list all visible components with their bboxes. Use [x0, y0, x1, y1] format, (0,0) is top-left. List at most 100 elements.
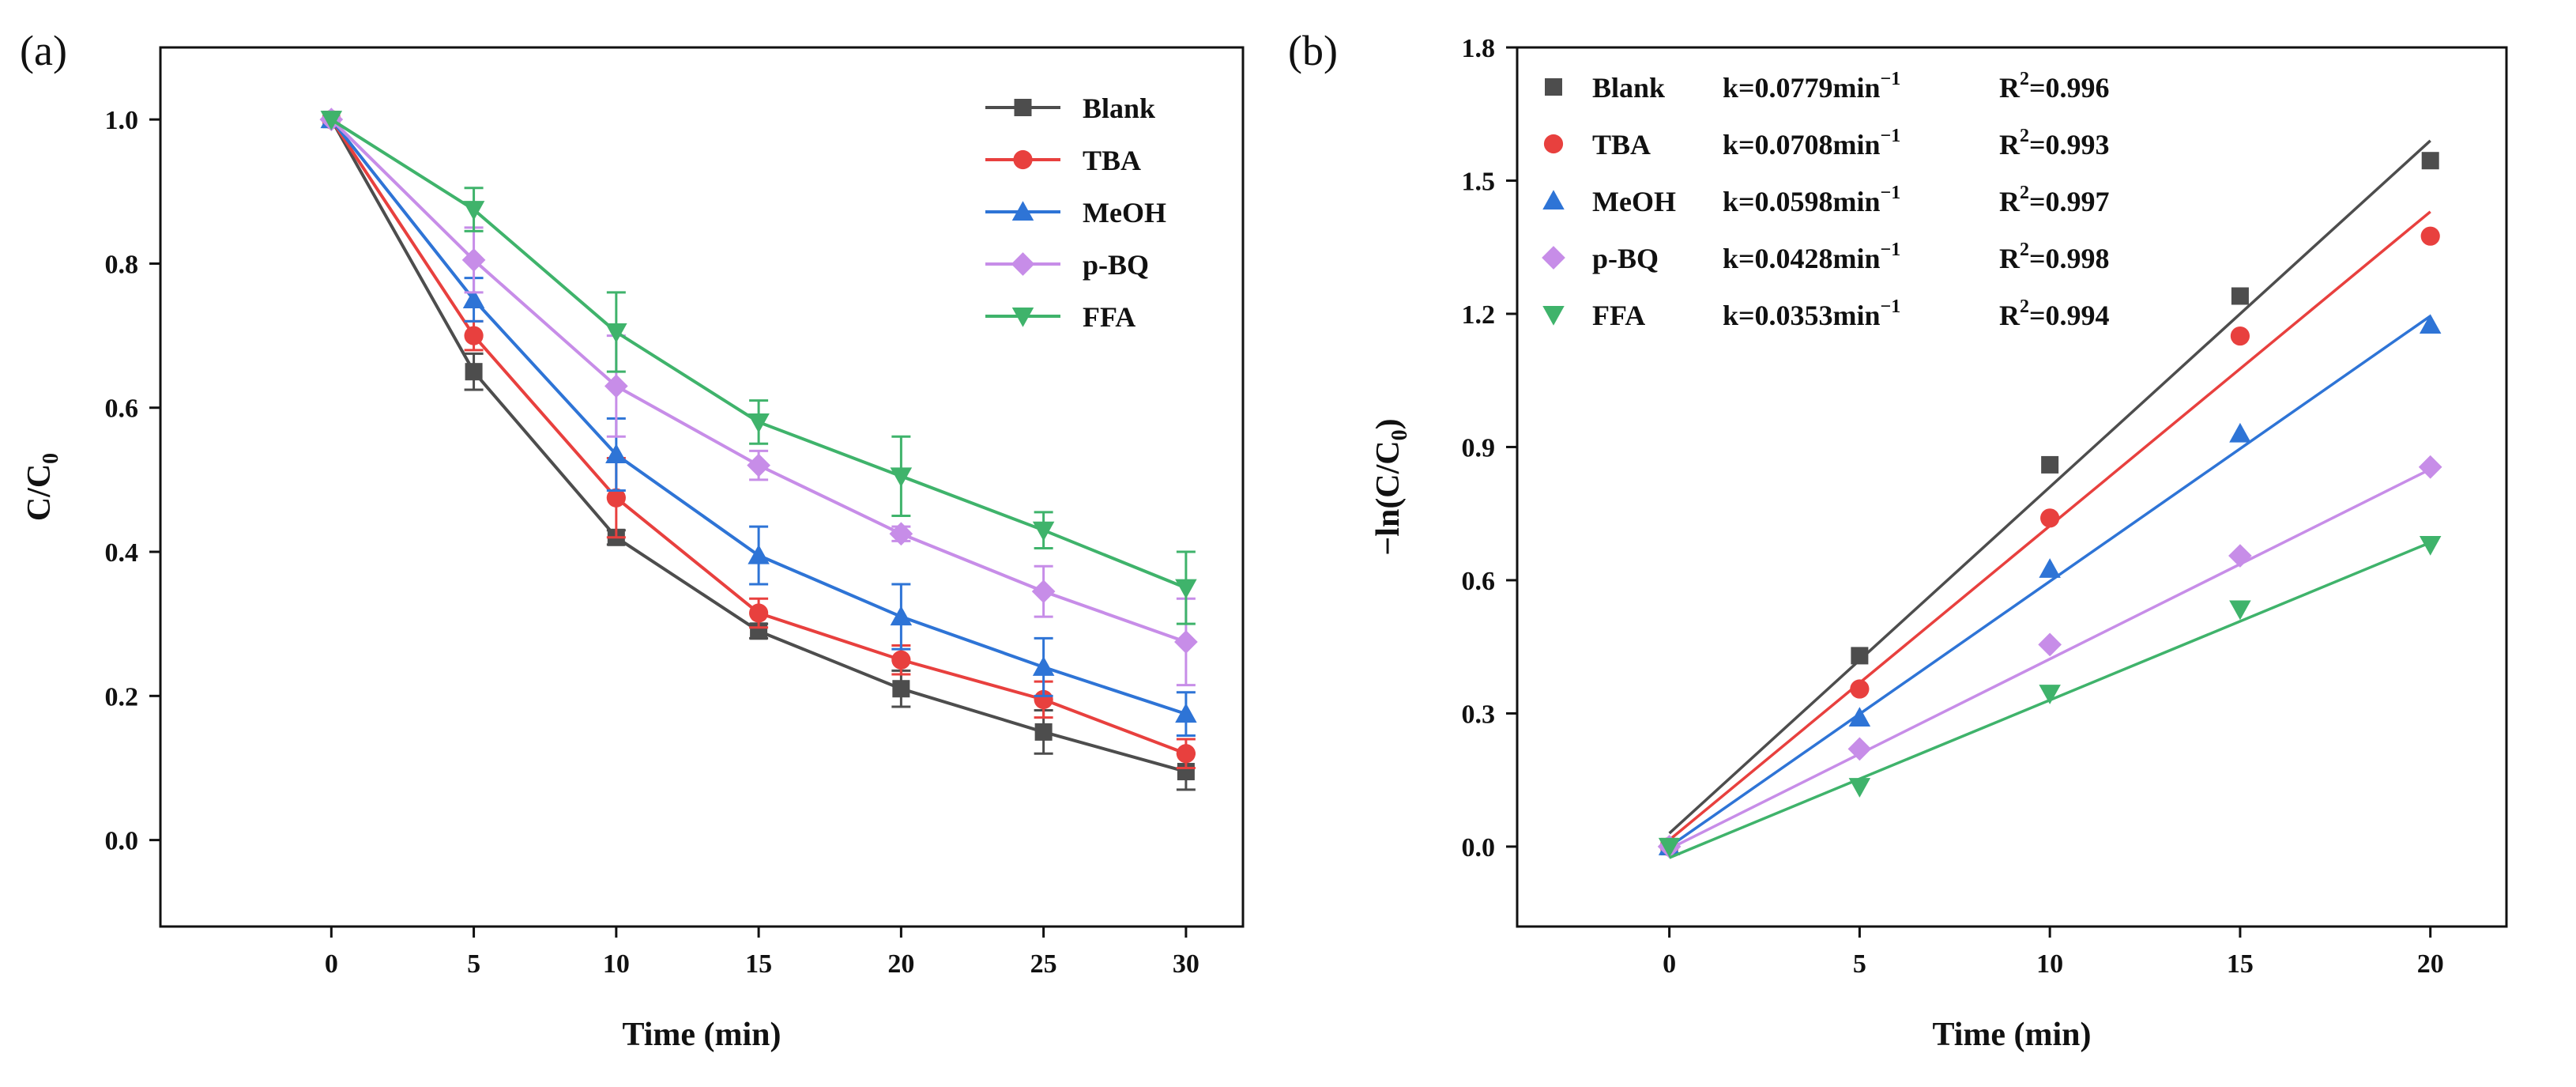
panel-b-series-ffa — [1658, 536, 2442, 859]
r-squared-exponent: 2 — [2020, 69, 2029, 89]
panel-b-x-tick-label: 0 — [1663, 949, 1676, 979]
panel-b-x-tick-label: 20 — [2417, 949, 2444, 979]
legend-r-squared: R2=0.997 — [1999, 183, 2110, 217]
data-point — [1175, 579, 1197, 599]
r-squared-exponent: 2 — [2020, 240, 2029, 260]
legend-item-p-bq: p-BQ k=0.0428min−1 R2=0.998 — [1542, 240, 2110, 274]
legend-marker — [1542, 306, 1565, 326]
data-point — [2041, 455, 2059, 474]
legend-marker — [1011, 201, 1034, 221]
panel-a-series-ffa — [320, 111, 1197, 625]
panel-b-y-axis-title-end: ) — [1370, 418, 1407, 429]
panel-b-y-tick-label: 1.5 — [1462, 167, 1496, 196]
r-squared-symbol: R — [1999, 129, 2021, 160]
data-point — [605, 443, 627, 463]
panel-a-x-axis-title: Time (min) — [622, 1017, 781, 1053]
legend-item-tba: TBA k=0.0708min−1 R2=0.993 — [1543, 126, 2110, 160]
legend-item-ffa: FFA — [985, 301, 1135, 333]
legend-item-p-bq: p-BQ — [985, 249, 1149, 281]
data-point — [465, 363, 483, 381]
panel-b-plot-frame — [1516, 46, 2508, 928]
fit-line — [1668, 315, 2431, 848]
panel-a-plot-frame — [159, 46, 1245, 928]
data-point — [1175, 703, 1197, 723]
data-point — [1174, 630, 1198, 654]
panel-b-x-tick-label: 10 — [2036, 949, 2063, 979]
legend-r-squared: R2=0.998 — [1999, 240, 2110, 274]
panel-a-y-tick-label: 0.2 — [105, 682, 139, 711]
legend-marker — [1543, 134, 1564, 154]
rate-constant-exponent: −1 — [1881, 296, 1901, 317]
legend-label: p-BQ — [1592, 243, 1659, 274]
rate-constant-text: k=0.0779min — [1723, 72, 1881, 104]
data-point — [1032, 521, 1055, 542]
panel-a-x-tick-label: 20 — [887, 949, 914, 979]
legend-item-blank: Blank — [985, 92, 1155, 124]
data-point — [2421, 152, 2439, 170]
data-point — [892, 680, 910, 698]
rate-constant-text: k=0.0353min — [1723, 300, 1881, 331]
data-point — [889, 522, 913, 546]
panel-b-y-axis-title-sub: 0 — [1388, 429, 1412, 440]
rate-constant-exponent: −1 — [1881, 69, 1901, 89]
panel-b-label: (b) — [1288, 27, 1338, 74]
legend-rate-constant: k=0.0598min−1 — [1723, 183, 1900, 217]
legend-label: Blank — [1592, 72, 1665, 104]
data-point — [2418, 455, 2442, 479]
data-point — [2039, 685, 2061, 704]
legend-marker — [1545, 78, 1562, 96]
panel-a-label: (a) — [20, 27, 67, 74]
r-squared-exponent: 2 — [2020, 296, 2029, 317]
data-point — [2228, 544, 2252, 568]
data-point — [2231, 287, 2249, 305]
data-point — [890, 467, 913, 488]
legend-item-meoh: MeOH k=0.0598min−1 R2=0.997 — [1542, 183, 2110, 217]
data-point — [747, 453, 770, 477]
data-point — [604, 374, 628, 398]
r-squared-symbol: R — [1999, 72, 2021, 104]
legend-label: TBA — [1083, 145, 1141, 176]
panel-a-y-axis-title-main: C/C — [21, 464, 58, 521]
panel-b-y-tick-label: 1.2 — [1462, 300, 1496, 330]
rate-constant-text: k=0.0708min — [1723, 129, 1881, 160]
legend-marker — [1013, 149, 1033, 170]
panel-b-x-tick-label: 15 — [2227, 949, 2254, 979]
data-point — [2419, 536, 2442, 556]
legend-label: FFA — [1083, 301, 1135, 333]
data-point — [2039, 558, 2061, 578]
panel-b-x-axis-title: Time (min) — [1932, 1017, 2091, 1053]
legend-item-meoh: MeOH — [985, 197, 1166, 228]
legend-marker — [1011, 252, 1035, 276]
r-squared-value: =0.996 — [2029, 72, 2110, 104]
r-squared-value: =0.997 — [2029, 186, 2110, 217]
panel-b-x-tick-label: 5 — [1853, 949, 1866, 979]
data-point — [749, 603, 769, 623]
rate-constant-exponent: −1 — [1881, 240, 1901, 260]
data-point — [1850, 679, 1870, 699]
legend-rate-constant: k=0.0353min−1 — [1723, 296, 1900, 331]
legend-label: MeOH — [1083, 197, 1166, 228]
r-squared-value: =0.998 — [2029, 243, 2110, 274]
data-point — [606, 488, 626, 508]
data-point — [1848, 778, 1871, 798]
rate-constant-exponent: −1 — [1881, 183, 1901, 203]
data-point — [464, 326, 484, 345]
legend-label: Blank — [1083, 92, 1155, 124]
legend-rate-constant: k=0.0428min−1 — [1723, 240, 1900, 274]
panel-b-y-axis-title: −ln(C/C0) — [1370, 418, 1412, 555]
data-point — [605, 323, 627, 343]
panel-a-chart: (a) 0 5 10 15 20 25 30 0.0 0.2 0.4 0.6 0.8 1.0 Time (m… — [20, 27, 1245, 1053]
data-point — [1032, 656, 1055, 676]
panel-a-x-tick-label: 30 — [1173, 949, 1199, 979]
rate-constant-text: k=0.0428min — [1723, 243, 1881, 274]
legend-marker — [1542, 246, 1565, 270]
fit-line — [1668, 139, 2431, 835]
data-point — [748, 544, 770, 564]
legend-label: p-BQ — [1083, 249, 1149, 281]
legend-item-tba: TBA — [985, 145, 1141, 176]
data-point — [1176, 744, 1196, 764]
panel-a-x-tick-label: 0 — [325, 949, 338, 979]
legend-rate-constant: k=0.0779min−1 — [1723, 69, 1900, 104]
legend-marker — [1014, 99, 1032, 116]
